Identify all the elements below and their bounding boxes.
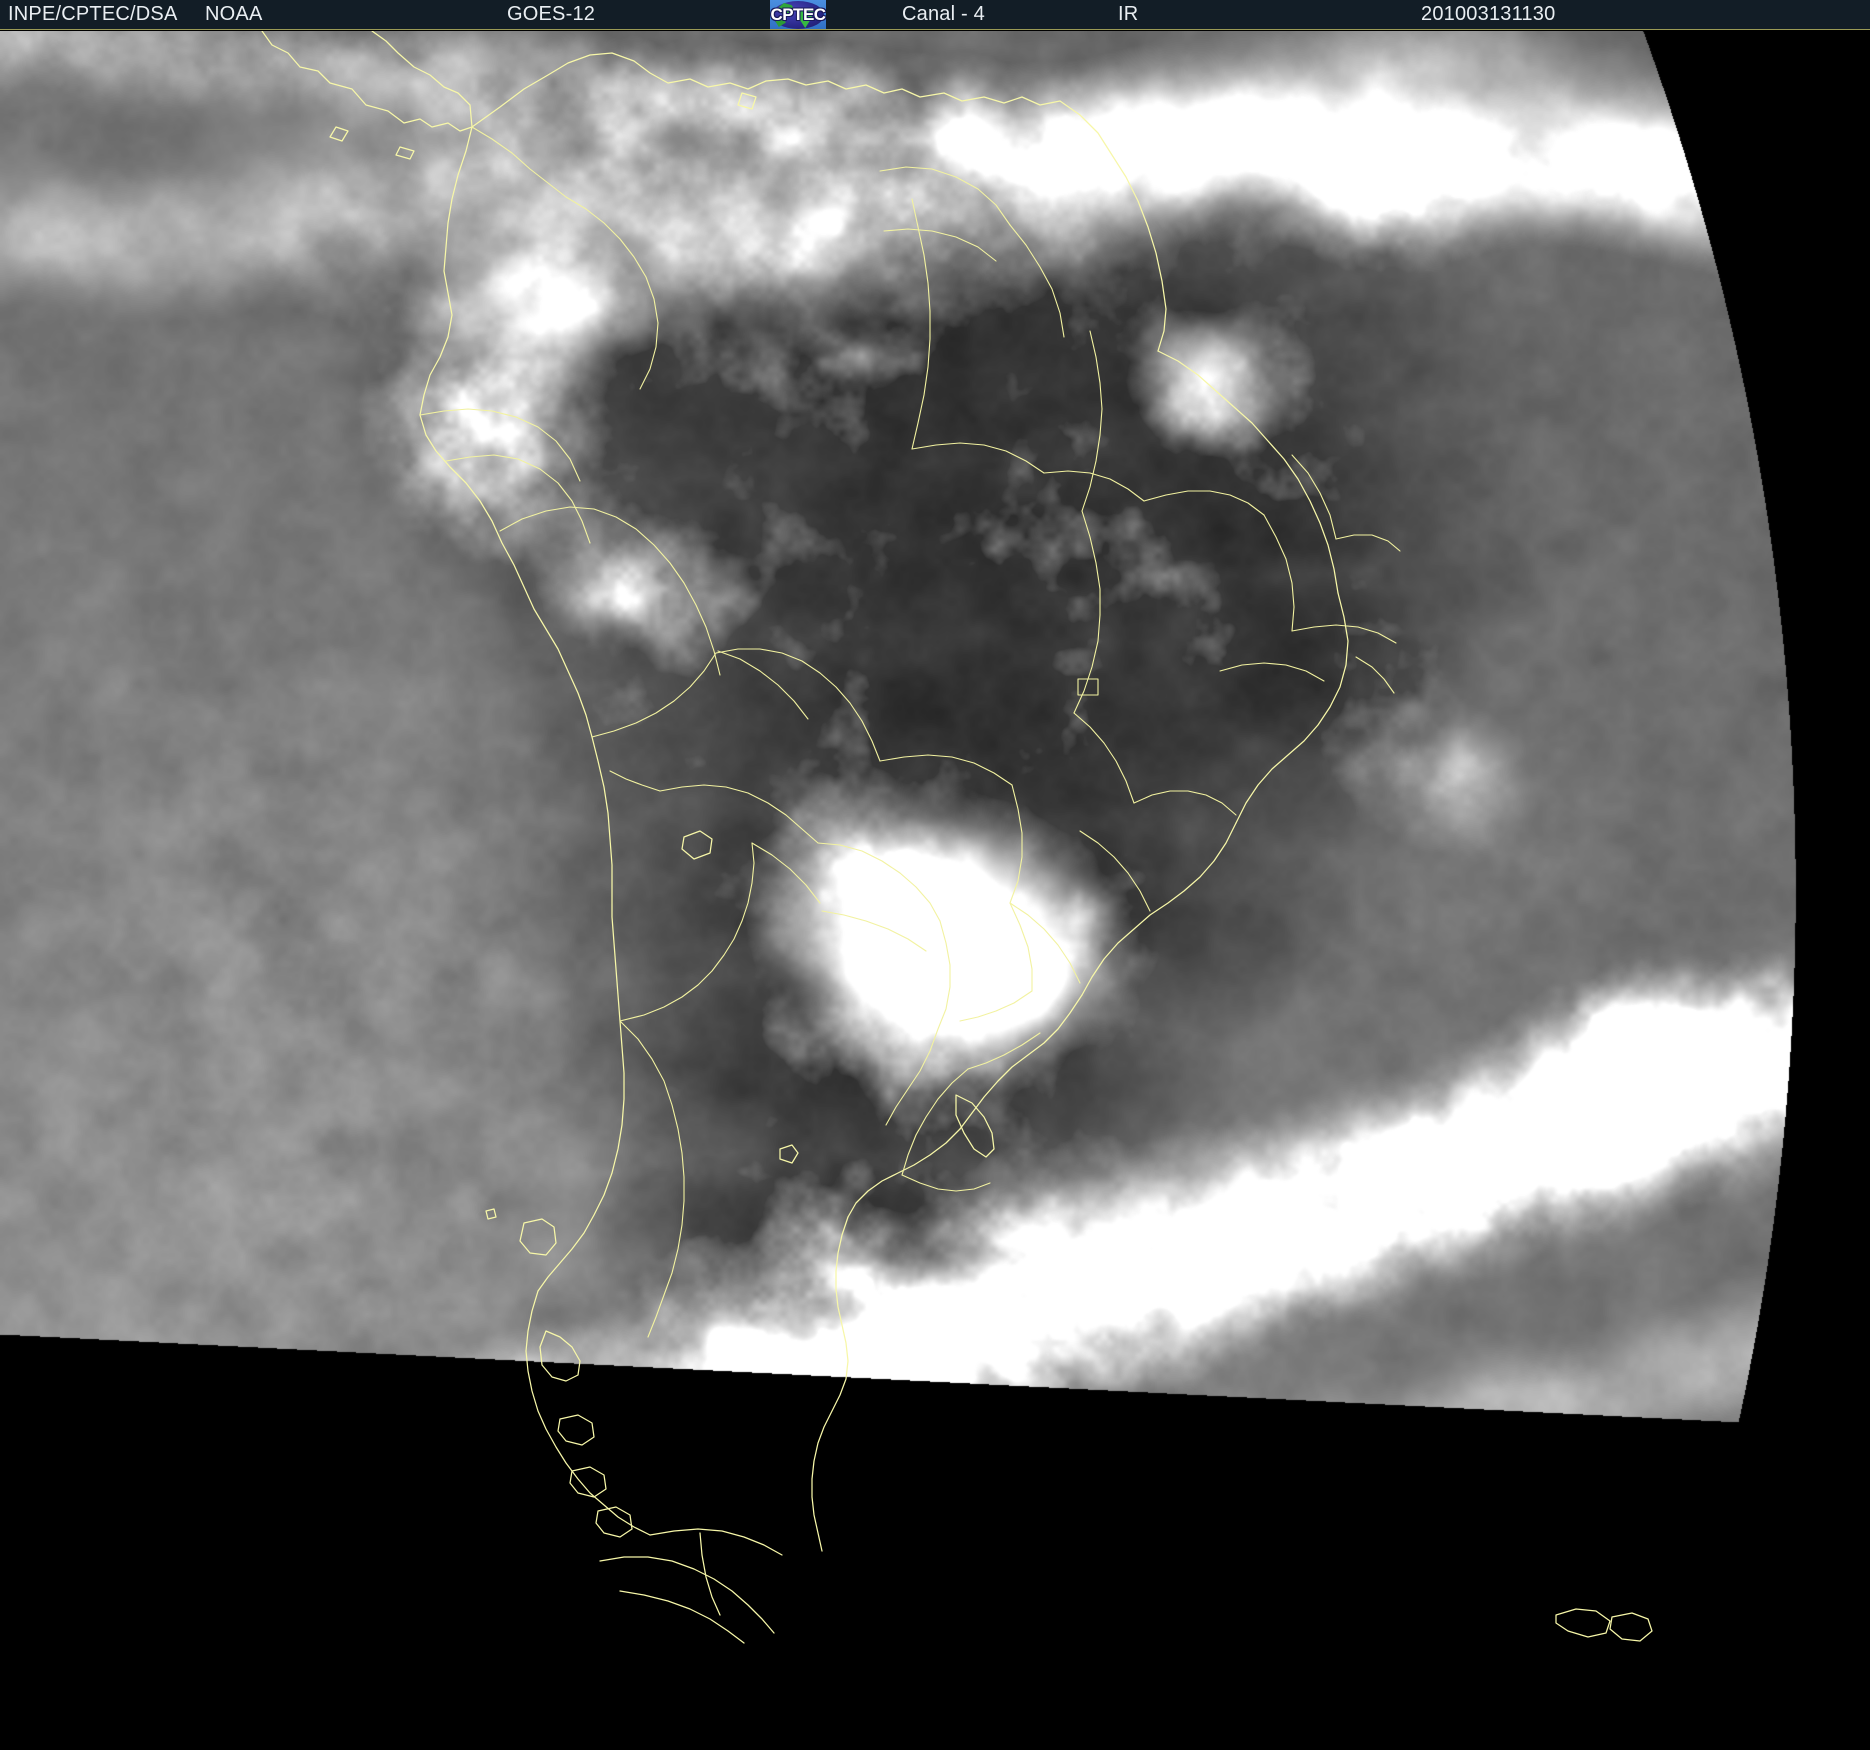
boundary-patagonia-fjords bbox=[540, 1331, 580, 1381]
boundary-chile-argentina-south bbox=[620, 1021, 684, 1337]
boundary-patagonia-island-3 bbox=[596, 1507, 632, 1537]
boundary-para-tocantins bbox=[1044, 471, 1144, 501]
infrared-satellite-image bbox=[0, 31, 1870, 1750]
boundary-minas-sul bbox=[1080, 831, 1150, 911]
boundary-santa-catarina bbox=[968, 1033, 1040, 1069]
boundary-falkland-islands-east bbox=[1610, 1613, 1652, 1641]
boundary-bolivia-brazil bbox=[716, 649, 880, 761]
boundary-venezuela-coast bbox=[472, 53, 1060, 127]
boundary-magellan-channel bbox=[620, 1591, 744, 1643]
boundary-argentina-north bbox=[752, 843, 820, 903]
cptec-logo-text: CPTEC bbox=[770, 5, 826, 24]
boundary-minas-gerais-west bbox=[1134, 791, 1236, 815]
boundary-chiloe-island bbox=[520, 1219, 556, 1255]
boundary-bolivia-west bbox=[610, 771, 660, 791]
satellite-image-frame bbox=[0, 31, 1870, 1750]
boundary-goias-south bbox=[1074, 713, 1134, 803]
boundary-mato-grosso-north bbox=[880, 755, 1012, 785]
boundary-para-west bbox=[912, 443, 1044, 473]
boundary-paraguay-south bbox=[822, 911, 926, 951]
boundary-acre-rondonia bbox=[718, 651, 808, 719]
boundary-patagonia-west-coast bbox=[526, 1291, 650, 1535]
boundary-colombia-ecuador bbox=[420, 409, 580, 481]
boundary-amapa bbox=[1010, 225, 1064, 337]
boundary-island-juan-fernandez bbox=[486, 1209, 496, 1219]
boundary-caribbean-islands-2 bbox=[396, 147, 414, 159]
boundary-patagonia-island-2 bbox=[570, 1467, 606, 1497]
geopolitical-boundary-overlay bbox=[0, 31, 1870, 1750]
boundary-caribbean-islands-1 bbox=[330, 127, 348, 141]
satellite-label: GOES-12 bbox=[507, 3, 596, 25]
header-bar: INPE/CPTEC/DSA NOAA GOES-12 CPTEC Canal … bbox=[0, 0, 1870, 30]
boundary-paraguay bbox=[818, 843, 940, 921]
boundary-roraima-south bbox=[884, 229, 996, 261]
boundary-brazil-east-coast bbox=[1082, 823, 1236, 995]
boundary-ecuador-peru-coast bbox=[420, 415, 592, 737]
boundary-ecuador-peru bbox=[446, 455, 590, 543]
header-divider bbox=[0, 29, 1870, 30]
boundary-island-small-1 bbox=[780, 1145, 798, 1163]
boundary-strait-of-magellan bbox=[700, 1533, 720, 1615]
boundary-mato-grosso-east bbox=[1010, 785, 1022, 903]
boundary-maranhao bbox=[1144, 491, 1264, 515]
globe-landmass-north-icon bbox=[778, 3, 795, 15]
cptec-logo-icon: CPTEC bbox=[770, 0, 826, 30]
boundary-patagonia-island-1 bbox=[558, 1415, 594, 1445]
boundary-sao-paulo bbox=[1010, 903, 1080, 983]
band-label: IR bbox=[1118, 3, 1139, 25]
boundary-goias-tocantins bbox=[1074, 511, 1100, 713]
institution-label: INPE/CPTEC/DSA bbox=[8, 3, 178, 25]
boundary-alagoas-sergipe bbox=[1356, 657, 1394, 693]
boundary-df bbox=[1078, 679, 1098, 695]
boundary-rn-pb bbox=[1336, 535, 1400, 551]
boundary-central-america bbox=[262, 31, 472, 131]
boundary-bahia-north bbox=[1220, 663, 1324, 681]
boundary-brazil-north-coast bbox=[1158, 351, 1338, 593]
boundary-trinidad bbox=[738, 93, 756, 109]
boundary-para-east bbox=[1082, 331, 1102, 511]
boundary-uruguay-coast bbox=[848, 1129, 960, 1217]
agency-label: NOAA bbox=[205, 3, 263, 25]
boundary-guianas-coast bbox=[1060, 101, 1166, 351]
boundary-amazonas-para bbox=[912, 199, 930, 449]
channel-label: Canal - 4 bbox=[902, 3, 985, 25]
boundary-uruguay-argentina bbox=[886, 1029, 938, 1125]
globe-landmass-west-icon bbox=[774, 17, 786, 27]
boundary-colombia-pacific bbox=[420, 127, 472, 415]
boundary-peru-brazil bbox=[500, 507, 720, 675]
boundary-tierra-del-fuego bbox=[600, 1557, 774, 1633]
boundary-argentina-coast bbox=[812, 1217, 848, 1551]
boundary-chile-argentina-north bbox=[620, 843, 754, 1021]
boundary-rs-uruguay bbox=[902, 1175, 990, 1191]
boundary-paraguay-east bbox=[938, 921, 950, 1029]
boundary-tierra-del-fuego-north bbox=[650, 1529, 782, 1555]
boundary-brazil-southeast-coast bbox=[960, 995, 1082, 1129]
boundary-piaui bbox=[1264, 515, 1294, 631]
timestamp-label: 201003131130 bbox=[1421, 3, 1556, 25]
boundary-ceara bbox=[1292, 455, 1336, 539]
boundary-venezuela-colombia bbox=[472, 127, 658, 389]
boundary-brazil-northeast bbox=[1236, 593, 1348, 823]
boundary-parana bbox=[960, 991, 1032, 1021]
boundary-bolivia-south bbox=[660, 785, 818, 843]
boundary-lake-titicaca bbox=[682, 831, 712, 859]
boundary-lagoa-dos-patos bbox=[956, 1095, 994, 1157]
boundary-pernambuco bbox=[1292, 625, 1396, 643]
boundary-roraima bbox=[880, 167, 1010, 225]
boundary-peru-bolivia bbox=[592, 653, 716, 737]
boundary-sp-ms bbox=[1010, 903, 1032, 991]
boundary-rio-grande-do-sul bbox=[902, 1069, 968, 1175]
boundary-chile-north-coast bbox=[538, 737, 624, 1291]
boundary-falkland-islands-west bbox=[1556, 1609, 1610, 1637]
